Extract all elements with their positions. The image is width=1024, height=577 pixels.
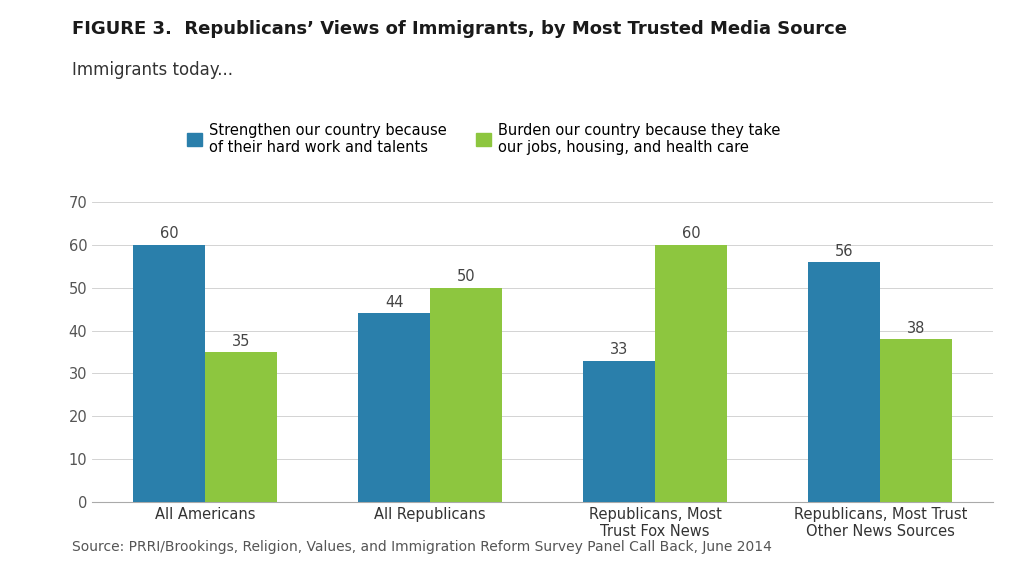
Bar — [655, 245, 727, 502]
Text: 35: 35 — [232, 334, 250, 349]
Legend: Strengthen our country because
of their hard work and talents, Burden our countr: Strengthen our country because of their … — [181, 117, 786, 161]
Text: 60: 60 — [160, 226, 178, 241]
Text: 50: 50 — [457, 269, 475, 284]
Text: Source: PRRI/Brookings, Religion, Values, and Immigration Reform Survey Panel Ca: Source: PRRI/Brookings, Religion, Values… — [72, 540, 771, 554]
Bar — [881, 339, 952, 502]
Bar — [133, 245, 205, 502]
Text: FIGURE 3.  Republicans’ Views of Immigrants, by Most Trusted Media Source: FIGURE 3. Republicans’ Views of Immigran… — [72, 20, 847, 38]
Text: 33: 33 — [610, 342, 629, 357]
Text: 60: 60 — [682, 226, 700, 241]
Bar — [808, 262, 881, 502]
Bar — [584, 361, 655, 502]
Bar — [205, 352, 278, 502]
Text: 38: 38 — [907, 321, 926, 336]
Text: Immigrants today...: Immigrants today... — [72, 61, 232, 78]
Bar — [430, 288, 502, 502]
Text: 56: 56 — [835, 243, 854, 258]
Text: 44: 44 — [385, 295, 403, 310]
Bar — [358, 313, 430, 502]
